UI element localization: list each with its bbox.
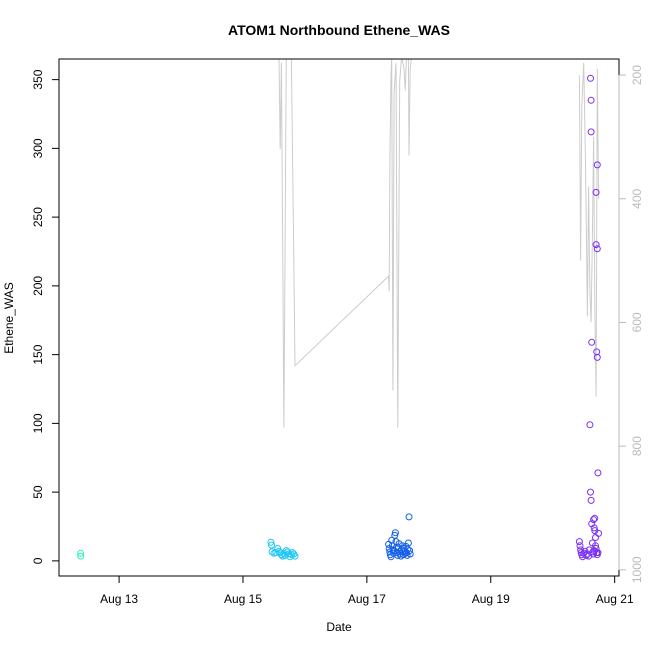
secondary-y-tick-label: 1000 — [630, 556, 644, 583]
data-point — [587, 496, 595, 504]
y-tick-label: 100 — [31, 413, 45, 433]
data-point — [77, 549, 85, 557]
data-point — [576, 542, 584, 550]
secondary-line-segment — [578, 62, 600, 397]
y-axis-label: Ethene_WAS — [2, 282, 16, 354]
x-tick-label: Aug 19 — [472, 592, 510, 606]
data-point — [267, 538, 275, 546]
x-axis-label: Date — [326, 620, 352, 634]
data-point — [592, 241, 600, 249]
data-point — [405, 513, 413, 521]
data-point — [77, 552, 85, 560]
data-point — [592, 542, 599, 550]
data-point — [575, 538, 583, 546]
y-tick-label: 150 — [31, 344, 45, 364]
x-tick-label: Aug 13 — [100, 592, 138, 606]
data-point — [388, 542, 396, 550]
data-point — [404, 539, 412, 547]
data-point — [591, 514, 599, 522]
y-tick-label: 350 — [31, 69, 45, 89]
data-point — [587, 128, 595, 136]
secondary-y-tick-label: 200 — [630, 65, 644, 85]
secondary-y-axis: 200 400 600 800 1000 — [618, 65, 644, 583]
secondary-y-tick-label: 800 — [630, 436, 644, 456]
data-point — [586, 421, 594, 429]
data-point — [593, 245, 601, 253]
data-point — [587, 488, 594, 496]
y-tick-label: 300 — [31, 138, 45, 158]
secondary-y-tick-label: 400 — [630, 188, 644, 208]
data-point — [590, 524, 598, 532]
x-axis: Aug 13 Aug 15 Aug 17 Aug 19 Aug 21 — [100, 575, 634, 606]
data-point — [595, 529, 603, 537]
y-tick-label: 200 — [31, 276, 45, 296]
data-point — [587, 96, 595, 104]
y-tick-label: 0 — [31, 557, 45, 564]
y-tick-label: 50 — [31, 485, 45, 499]
data-point — [593, 161, 601, 169]
data-point — [592, 188, 600, 196]
y-tick-label: 250 — [31, 207, 45, 227]
data-point — [585, 546, 593, 554]
data-point — [406, 550, 414, 558]
data-point — [268, 548, 276, 556]
data-point — [590, 547, 598, 555]
points-layer — [77, 74, 603, 561]
data-point — [587, 74, 594, 82]
data-point — [390, 549, 397, 557]
secondary-y-tick-label: 600 — [630, 312, 644, 332]
secondary-line-layer — [278, 59, 600, 428]
chart-title: ATOM1 Northbound Ethene_WAS — [228, 22, 450, 38]
y-axis: 0 50 100 150 200 250 300 350 — [31, 69, 60, 564]
data-point — [594, 549, 602, 557]
data-point — [594, 469, 602, 477]
x-tick-label: Aug 15 — [224, 592, 262, 606]
data-point — [590, 550, 598, 558]
x-tick-label: Aug 17 — [348, 592, 386, 606]
data-point — [268, 541, 275, 549]
data-point — [588, 338, 596, 346]
data-point — [593, 353, 601, 361]
data-point — [291, 552, 299, 560]
data-point — [391, 529, 399, 537]
data-point — [406, 547, 414, 555]
secondary-line-segment — [278, 59, 412, 428]
data-point — [590, 516, 598, 524]
x-tick-label: Aug 21 — [596, 592, 634, 606]
